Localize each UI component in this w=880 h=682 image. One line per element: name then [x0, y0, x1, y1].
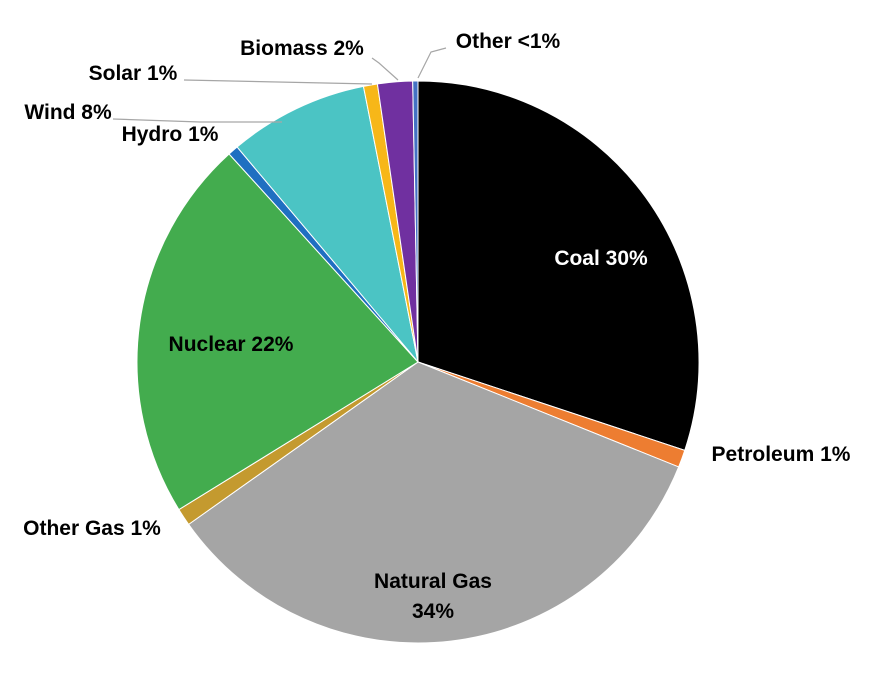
label-nuclear: Nuclear 22% [169, 333, 294, 356]
leader-line-solar [183, 79, 373, 85]
label-biomass: Biomass 2% [240, 37, 364, 60]
label-natural-gas: Natural Gas 34% [374, 570, 492, 623]
label-other-gas: Other Gas 1% [23, 517, 161, 540]
slice-other [412, 80, 419, 363]
leader-line-biomass [371, 57, 399, 81]
slice-coal [417, 80, 700, 451]
leader-line-other [417, 47, 447, 79]
slice-wind [236, 85, 419, 363]
leader-line-wind [112, 118, 282, 123]
label-wind: Wind 8% [24, 101, 112, 124]
label-coal: Coal 30% [554, 247, 648, 270]
slice-labels: Coal 30% Petroleum 1% Natural Gas 34% Other … [23, 30, 851, 623]
slice-nuclear [136, 153, 419, 511]
label-solar: Solar 1% [89, 62, 178, 85]
pie-slices [136, 80, 700, 644]
leader-lines [112, 47, 447, 123]
label-other: Other <1% [456, 30, 561, 53]
slice-natural-gas [187, 361, 680, 644]
label-hydro: Hydro 1% [122, 123, 219, 146]
label-petroleum: Petroleum 1% [712, 443, 851, 466]
